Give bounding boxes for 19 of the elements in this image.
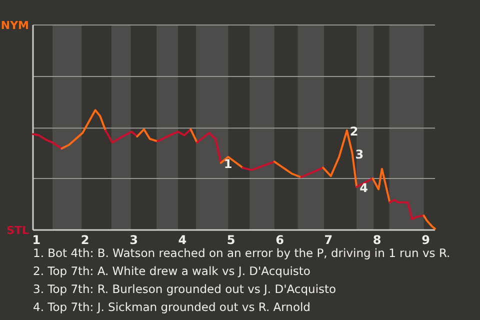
text: 1. Bot 4th: B. Watson reached on an error by the P, driving in 1 run vs R.: [33, 246, 450, 260]
annotation: 2: [350, 124, 358, 138]
ref-line-label: NYM: [0, 18, 29, 32]
annotation: 3: [355, 147, 364, 162]
x-tick-label: 1: [32, 233, 41, 247]
x-tick-label: 3: [130, 233, 138, 247]
text: STL: [6, 224, 29, 237]
x-tick-label: 6: [276, 233, 284, 247]
x-tick-label: 7: [324, 233, 333, 247]
text: 4. Top 7th: J. Sickman grounded out vs R. Arnold: [33, 300, 310, 314]
text: 2. Top 7th: A. White drew a walk vs J. D'Acquisto: [33, 264, 310, 278]
x-tick-label: 9: [422, 233, 430, 247]
annotation: 4: [360, 180, 368, 195]
text: 3. Top 7th: R. Burleson grounded out vs J. D'Acquisto: [33, 282, 336, 296]
x-tick-label: 5: [226, 233, 236, 247]
x-tick-label: 4: [178, 233, 187, 247]
x-tick-label: 8: [372, 233, 382, 247]
annotation: 1: [224, 156, 232, 171]
x-tick-label: 2: [80, 233, 90, 247]
